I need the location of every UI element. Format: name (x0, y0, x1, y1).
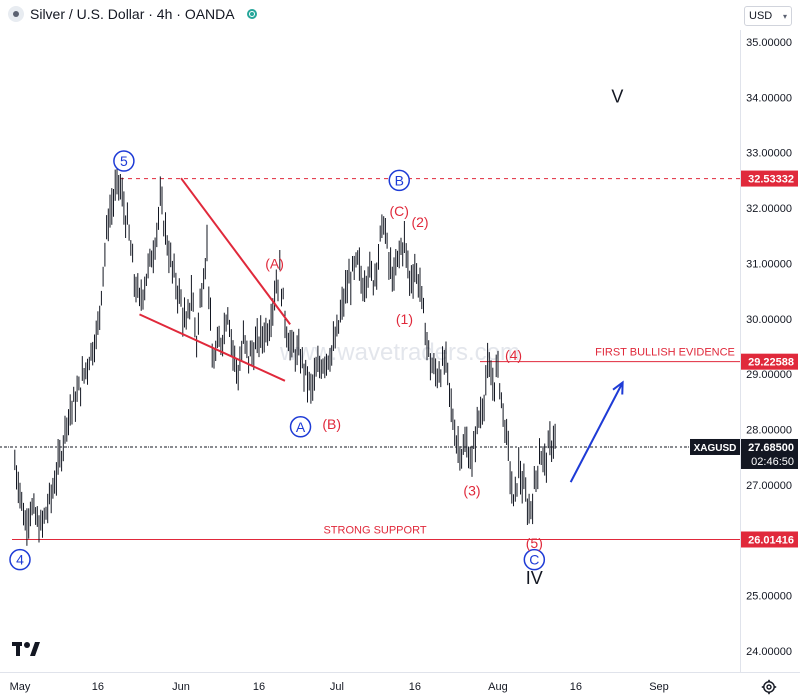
wave-label: C (529, 552, 539, 568)
price-tag-label: 32.53332 (748, 174, 794, 186)
currency-select[interactable]: USD ▾ (744, 6, 792, 26)
wave-label: (A) (265, 255, 284, 271)
y-tick-label: 27.00000 (746, 480, 792, 492)
wave-label: (5) (526, 535, 543, 551)
chart-header: Silver / U.S. Dollar · 4h · OANDA (8, 6, 257, 22)
symbol-tag (690, 438, 740, 455)
x-tick-label: Sep (649, 681, 669, 693)
market-status-icon (246, 9, 257, 19)
chevron-down-icon: ▾ (782, 11, 787, 21)
projection-arrow-head (612, 380, 624, 395)
wave-label: 5 (120, 153, 128, 169)
trend-lines (139, 177, 624, 483)
level-text: FIRST BULLISH EVIDENCE (595, 347, 735, 359)
price-tag (741, 170, 798, 187)
wave-label: (4) (505, 347, 522, 363)
chart-title: Silver / U.S. Dollar · 4h · OANDA (30, 6, 235, 22)
wave-label: IV (526, 568, 543, 588)
wave-label-circle (289, 416, 312, 438)
wave-label-circle (113, 150, 135, 172)
y-tick-label: 31.00000 (746, 258, 792, 270)
wave-label-circle (9, 548, 31, 571)
y-tick-label: 32.00000 (746, 203, 792, 215)
y-tick-label: 25.00000 (746, 591, 792, 603)
y-tick-label: 29.00000 (746, 369, 792, 381)
y-tick-label: 33.00000 (746, 148, 792, 160)
price-tag-label: 29.22588 (748, 357, 794, 369)
wave-label: (2) (411, 214, 428, 230)
wave-label: (C) (390, 203, 409, 219)
x-tick-label: 16 (92, 681, 104, 693)
wave-label: B (395, 172, 404, 188)
x-tick-label: May (10, 681, 31, 693)
price-tag (741, 531, 798, 548)
y-tick-label: 34.00000 (746, 92, 792, 104)
axes: 24.0000025.0000026.0000027.0000028.00000… (0, 30, 800, 693)
symbol-tag-label: XAGUSD (694, 443, 737, 454)
y-tick-label: 30.00000 (746, 314, 792, 326)
x-tick-label: 16 (253, 681, 265, 693)
gear-icon[interactable] (761, 679, 777, 695)
x-tick-label: 16 (409, 681, 421, 693)
y-tick-label: 24.00000 (746, 646, 792, 658)
y-tick-label: 28.00000 (746, 425, 792, 437)
wave-label-circle (523, 548, 546, 571)
price-tag-label: 26.01416 (748, 534, 794, 546)
wave-label-circle (388, 169, 410, 192)
last-price-label: 27.68500 (748, 442, 794, 454)
symbol-icon (8, 6, 24, 22)
tradingview-logo-icon (12, 642, 40, 656)
wave-label: 4 (16, 552, 24, 568)
y-tick-label: 35.00000 (746, 37, 792, 49)
wave-label: V (611, 86, 623, 106)
trend-line (180, 177, 291, 325)
x-tick-label: Jun (172, 681, 190, 693)
wave-label: A (296, 419, 306, 435)
price-tag (741, 353, 798, 370)
wave-labels: III54ABC(A)(B)(C)(1)(2)(3)(4)(5)IVV (9, 86, 623, 588)
x-tick-label: Aug (488, 681, 508, 693)
wave-label: (3) (463, 482, 480, 498)
countdown-label: 02:46:50 (751, 456, 794, 468)
x-tick-label: Jul (330, 681, 344, 693)
last-price-tag (741, 438, 798, 469)
wave-label: (1) (396, 311, 413, 327)
currency-label: USD (749, 10, 773, 22)
projection-arrow-shaft (569, 382, 624, 483)
price-axis-panel (741, 30, 800, 670)
level-text: STRONG SUPPORT (323, 524, 426, 536)
x-tick-label: 16 (570, 681, 582, 693)
wave-label: (B) (322, 416, 341, 432)
trend-line (139, 313, 286, 382)
